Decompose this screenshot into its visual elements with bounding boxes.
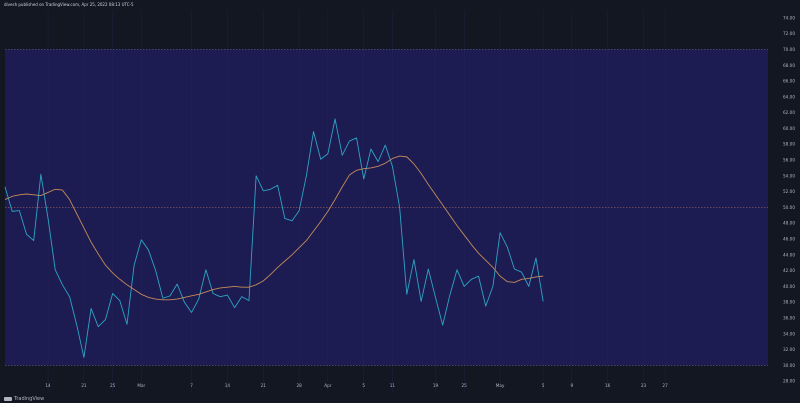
y-tick-label: 44.00: [783, 252, 795, 257]
x-tick-label: 5: [362, 383, 365, 388]
y-tick-label: 48.00: [783, 221, 795, 226]
x-tick-label: 19: [433, 383, 439, 388]
y-tick-label: 30.00: [783, 363, 795, 368]
y-tick-label: 34.00: [783, 331, 795, 336]
x-axis: 14 21 25 Mar 7 14 21 28 Apr 5 11 19 25 May 5 9 16 23 27: [45, 383, 668, 388]
y-tick-label: 46.00: [783, 237, 795, 242]
band-lines: [5, 49, 768, 366]
x-tick-label: 16: [605, 383, 611, 388]
x-tick-label: 28: [297, 383, 303, 388]
y-tick-label: 50.00: [783, 205, 795, 210]
x-tick-label: 5: [542, 383, 545, 388]
x-tick-label: 27: [662, 383, 668, 388]
y-tick-label: 40.00: [783, 284, 795, 289]
y-tick-label: 66.00: [783, 79, 795, 84]
y-tick-label: 72.00: [783, 31, 795, 36]
y-tick-label: 54.00: [783, 173, 795, 178]
x-tick-label: 14: [225, 383, 231, 388]
y-tick-label: 42.00: [783, 268, 795, 273]
x-tick-label: 25: [462, 383, 468, 388]
y-tick-label: 62.00: [783, 110, 795, 115]
x-tick-label: 21: [261, 383, 267, 388]
x-tick-label: 21: [81, 383, 87, 388]
y-tick-label: 70.00: [783, 47, 795, 52]
publish-info: divesh published on TradingView.com, Apr…: [4, 2, 134, 7]
y-tick-label: 52.00: [783, 189, 795, 194]
y-tick-label: 38.00: [783, 300, 795, 305]
chart-footer: [0, 393, 800, 403]
series-lines: [4, 118, 544, 358]
oscillator-line: [4, 118, 544, 358]
tradingview-logo: TradingView: [4, 396, 44, 402]
y-tick-label: 60.00: [783, 126, 795, 131]
y-tick-label: 58.00: [783, 142, 795, 147]
y-tick-label: 28.00: [783, 379, 795, 384]
x-tick-label: May: [496, 383, 505, 388]
x-tick-label: 23: [641, 383, 647, 388]
y-tick-label: 36.00: [783, 315, 795, 320]
y-tick-label: 64.00: [783, 94, 795, 99]
y-axis: 28.00 30.00 32.00 34.00 36.00 38.00 40.00 42.00…: [768, 0, 800, 403]
y-axis-background: [768, 0, 800, 403]
x-tick-label: 9: [570, 383, 573, 388]
x-tick-label: 25: [110, 383, 116, 388]
tradingview-logo-text: TradingView: [14, 396, 45, 402]
y-tick-label: 56.00: [783, 158, 795, 163]
x-tick-label: 14: [45, 383, 51, 388]
x-tick-label: Apr: [324, 383, 332, 388]
x-tick-label: 7: [190, 383, 193, 388]
x-tick-label: Mar: [137, 383, 145, 388]
average-line: [4, 155, 544, 301]
grid-lines: [47, 10, 666, 393]
y-tick-label: 74.00: [783, 15, 795, 20]
tradingview-logo-icon: [4, 397, 12, 401]
chart-header: divesh published on TradingView.com, Apr…: [0, 0, 800, 10]
y-tick-label: 32.00: [783, 347, 795, 352]
x-tick-label: 11: [390, 383, 396, 388]
y-tick-label: 68.00: [783, 63, 795, 68]
